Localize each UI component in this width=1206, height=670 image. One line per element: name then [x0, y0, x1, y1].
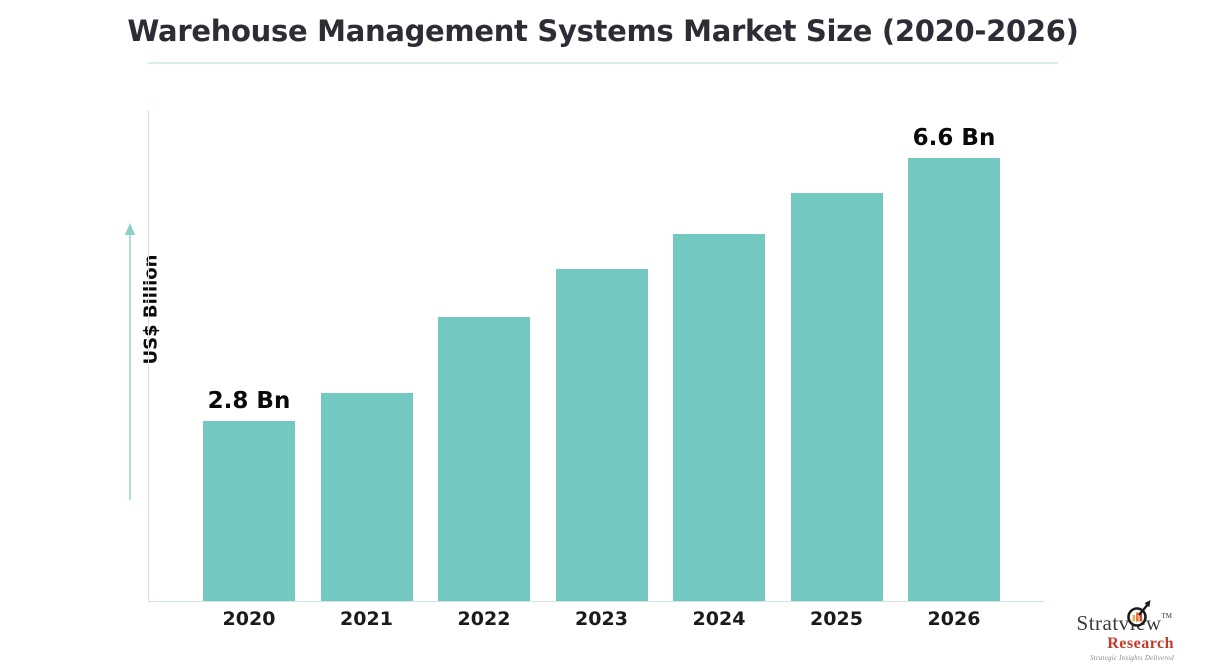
bar-2025 [790, 193, 883, 601]
bar-value-label: 2.8 Bn [207, 388, 291, 414]
x-tick-label: 2025 [810, 608, 863, 630]
bar-column-2021: 2021 [320, 386, 413, 630]
x-tick-label: 2026 [927, 608, 981, 630]
logo-tagline: Strategic Insights Delivered [1090, 653, 1174, 662]
bar-column-2024: 2024 [673, 227, 765, 630]
x-tick-label: 2022 [457, 608, 511, 630]
bar-column-2020: 2.8 Bn 2020 [203, 388, 295, 630]
bar-2023 [555, 269, 648, 601]
bar-column-2022: 2022 [438, 310, 530, 630]
bar-2026 [908, 158, 1000, 601]
x-tick-label: 2021 [340, 608, 393, 630]
bar-column-2023: 2023 [555, 262, 648, 630]
bar-value-label: 6.6 Bn [912, 125, 996, 151]
title-underline [148, 62, 1058, 64]
logo-chart-target-icon [1125, 599, 1153, 634]
y-axis-arrow-icon [124, 222, 136, 506]
plot-area: 2.8 Bn 2020 2021 2022 2023 2024 2025 6.6 Bn 2026 [148, 110, 1044, 630]
bar-2024 [673, 234, 765, 601]
logo-trademark: TM [1161, 612, 1173, 621]
bar-2020 [203, 421, 295, 601]
bar-2021 [320, 393, 413, 601]
stratview-logo: StratviewTM Research Strategic Insights … [1054, 600, 1174, 662]
x-tick-label: 2020 [222, 608, 276, 630]
x-tick-label: 2023 [575, 608, 628, 630]
logo-name-row: StratviewTM [1077, 600, 1174, 635]
logo-research-text: Research [1107, 634, 1174, 652]
bar-column-2026: 6.6 Bn 2026 [908, 125, 1000, 630]
x-tick-label: 2024 [692, 608, 746, 630]
chart-title: Warehouse Management Systems Market Size… [127, 14, 1079, 48]
bar-2022 [438, 317, 530, 601]
bar-column-2025: 2025 [790, 186, 883, 630]
